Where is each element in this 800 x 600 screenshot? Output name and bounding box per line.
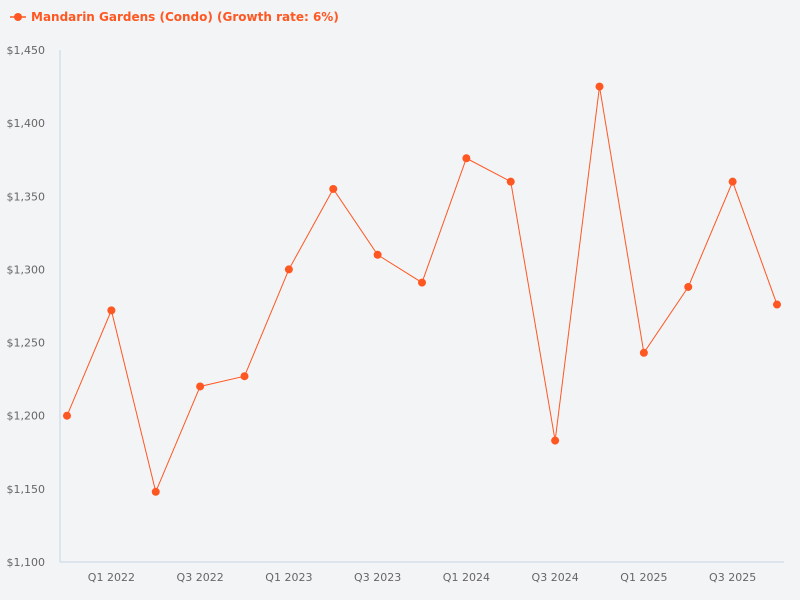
data-point[interactable]: Q3 2025: 1360 bbox=[728, 177, 737, 186]
y-tick-label: $1,100 bbox=[7, 556, 46, 569]
data-point[interactable]: Q3 2024: 1183 bbox=[551, 436, 560, 445]
legend[interactable]: Mandarin Gardens (Condo) (Growth rate: 6… bbox=[10, 10, 339, 24]
data-point[interactable]: Q4 2022: 1227 bbox=[240, 372, 249, 381]
x-tick-label: Q3 2022 bbox=[177, 571, 224, 584]
x-tick-label: Q1 2022 bbox=[88, 571, 135, 584]
data-point[interactable]: Q1 2025: 1243 bbox=[639, 348, 648, 357]
data-point[interactable]: Q2 2022: 1148 bbox=[151, 487, 160, 496]
data-point[interactable]: Q3 2023: 1310 bbox=[373, 250, 382, 259]
y-tick-label: $1,350 bbox=[7, 190, 46, 203]
y-tick-label: $1,250 bbox=[7, 337, 46, 350]
x-tick-label: Q3 2023 bbox=[354, 571, 401, 584]
x-tick-label: Q3 2024 bbox=[532, 571, 579, 584]
y-tick-label: $1,200 bbox=[7, 410, 46, 423]
data-point[interactable]: Q4 2025: 1276 bbox=[773, 300, 781, 309]
x-tick-label: Q1 2023 bbox=[265, 571, 312, 584]
series-line bbox=[66, 86, 778, 494]
data-point[interactable]: Q1 2022: 1272 bbox=[107, 306, 116, 315]
legend-marker-icon bbox=[14, 13, 22, 21]
data-point[interactable]: Q2 2024: 1360 bbox=[506, 177, 515, 186]
y-tick-label: $1,400 bbox=[7, 117, 46, 130]
data-point[interactable]: Q4 2024: 1425 bbox=[595, 82, 604, 91]
data-point[interactable]: Q2 2023: 1355 bbox=[329, 184, 338, 193]
data-point[interactable]: Q2 2025: 1288 bbox=[684, 282, 693, 291]
legend-label: Mandarin Gardens (Condo) (Growth rate: 6… bbox=[31, 10, 339, 24]
y-tick-label: $1,150 bbox=[7, 483, 46, 496]
x-tick-label: Q1 2025 bbox=[620, 571, 667, 584]
data-point[interactable]: Q4 2023: 1291 bbox=[418, 278, 426, 287]
x-tick-label: Q1 2024 bbox=[443, 571, 490, 584]
data-point[interactable]: Q1 2024: 1376 bbox=[462, 154, 471, 163]
data-point[interactable]: Q3 2022: 1220 bbox=[196, 382, 205, 391]
y-tick-label: $1,300 bbox=[7, 263, 46, 276]
data-point[interactable]: Q1 2023: 1300 bbox=[284, 265, 293, 274]
y-tick-label: $1,450 bbox=[7, 44, 46, 57]
x-tick-label: Q3 2025 bbox=[709, 571, 756, 584]
data-point[interactable]: Q4 2021: 1200 bbox=[63, 411, 71, 420]
